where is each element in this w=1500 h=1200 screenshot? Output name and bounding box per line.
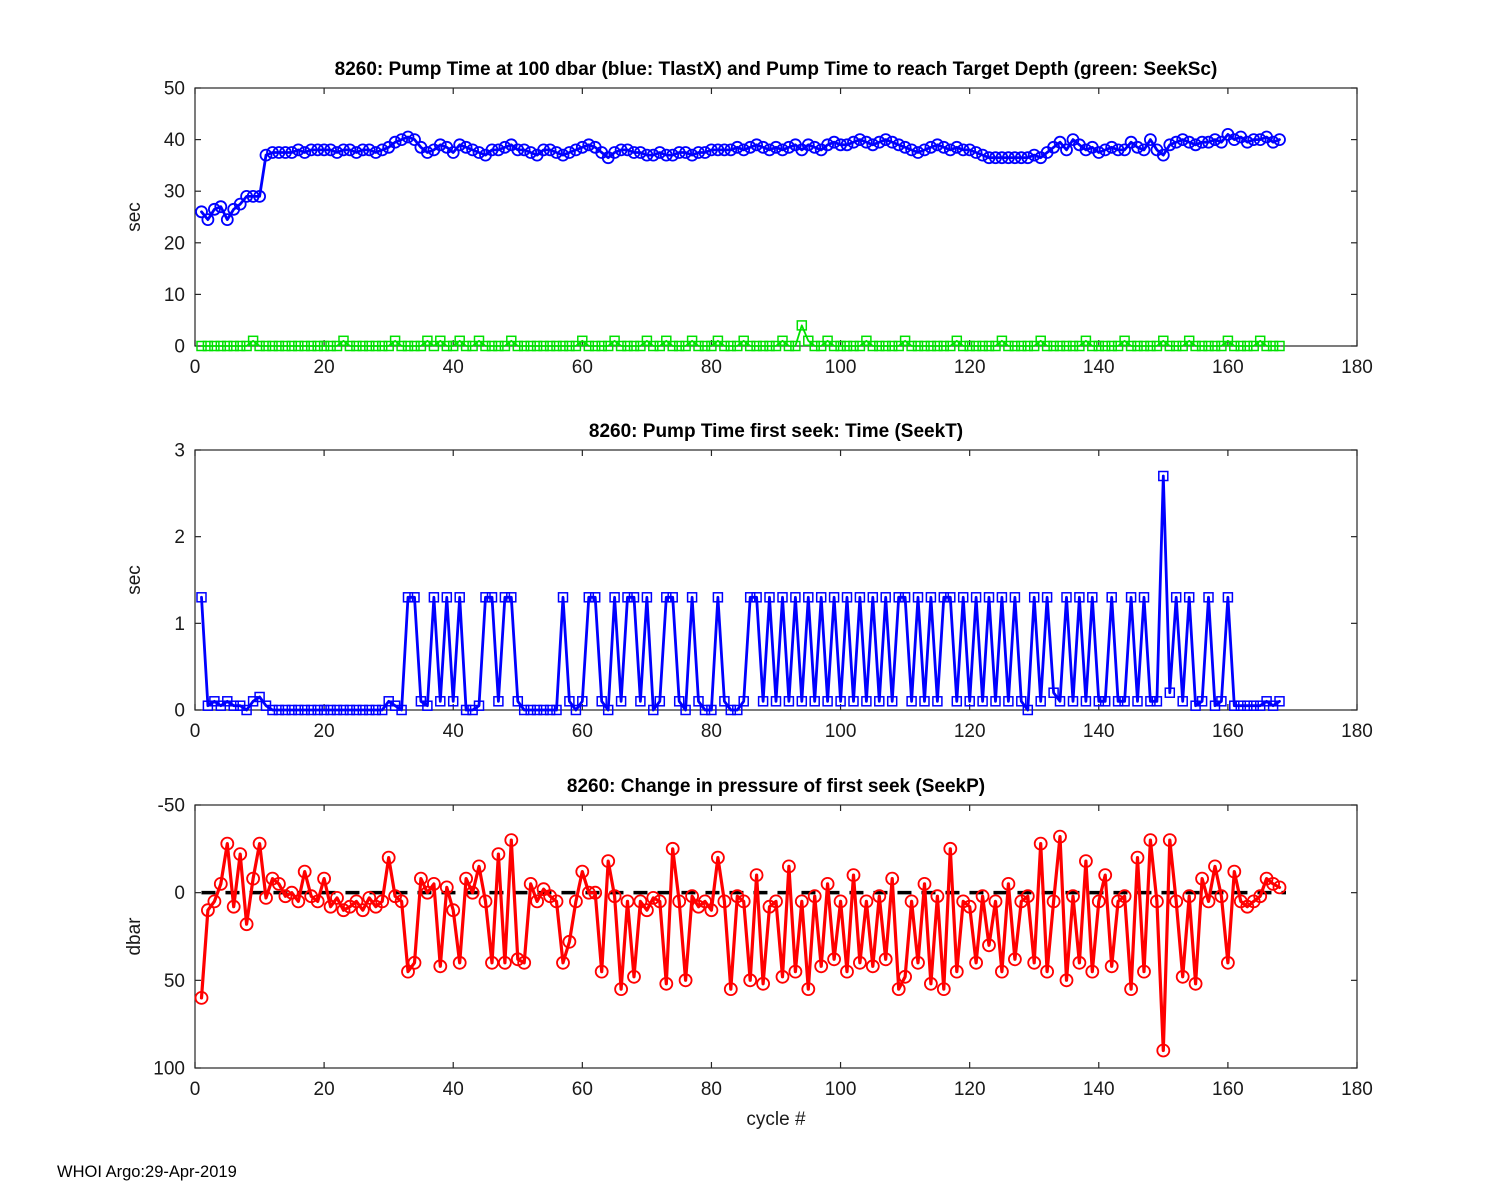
svg-text:120: 120 [954, 1079, 986, 1100]
svg-text:20: 20 [164, 233, 185, 254]
svg-text:0: 0 [174, 883, 185, 904]
svg-text:40: 40 [443, 721, 464, 742]
svg-text:0: 0 [190, 357, 201, 378]
svg-text:160: 160 [1212, 1079, 1244, 1100]
svg-text:80: 80 [701, 357, 722, 378]
svg-text:140: 140 [1083, 357, 1115, 378]
svg-text:10: 10 [164, 285, 185, 306]
svg-text:160: 160 [1212, 357, 1244, 378]
svg-text:sec: sec [124, 565, 145, 595]
svg-text:20: 20 [314, 721, 335, 742]
svg-text:40: 40 [164, 130, 185, 151]
seek-pressure-chart: 0 20 40 60 80 100 120 140 160 180 -50 0 50 100 8260: C… [124, 776, 1373, 1130]
svg-text:20: 20 [314, 1079, 335, 1100]
svg-text:sec: sec [124, 202, 145, 232]
svg-text:50: 50 [164, 79, 185, 100]
svg-text:140: 140 [1083, 721, 1115, 742]
svg-text:dbar: dbar [124, 917, 145, 956]
figure-footer-label: WHOI Argo:29-Apr-2019 [57, 1163, 237, 1181]
svg-text:8260: Change in pressure of fi: 8260: Change in pressure of first seek (… [567, 776, 985, 797]
svg-text:50: 50 [164, 971, 185, 992]
svg-text:60: 60 [572, 1079, 593, 1100]
svg-text:120: 120 [954, 357, 986, 378]
svg-text:-50: -50 [158, 796, 185, 817]
svg-text:180: 180 [1341, 357, 1373, 378]
svg-text:180: 180 [1341, 1079, 1373, 1100]
svg-text:cycle #: cycle # [746, 1109, 806, 1130]
svg-text:140: 140 [1083, 1079, 1115, 1100]
svg-text:120: 120 [954, 721, 986, 742]
svg-text:40: 40 [443, 1079, 464, 1100]
svg-text:0: 0 [174, 701, 185, 722]
seek-time-chart: 0 20 40 60 80 100 120 140 160 180 0 1 2 3 8260: Pump T… [124, 421, 1373, 742]
svg-text:2: 2 [174, 527, 185, 548]
svg-text:8260: Pump Time at 100 dbar (: 8260: Pump Time at 100 dbar (blue: Tlast… [335, 59, 1218, 80]
svg-text:0: 0 [190, 1079, 201, 1100]
svg-text:30: 30 [164, 182, 185, 203]
svg-text:100: 100 [825, 1079, 857, 1100]
svg-text:40: 40 [443, 357, 464, 378]
svg-text:80: 80 [701, 1079, 722, 1100]
svg-text:8260: Pump Time first seek: Ti: 8260: Pump Time first seek: Time (SeekT) [589, 421, 963, 442]
pump-time-chart: 0 20 40 60 80 100 120 140 160 180 0 10 20 30 40 50 8260:… [124, 59, 1373, 378]
svg-text:60: 60 [572, 721, 593, 742]
svg-text:0: 0 [190, 721, 201, 742]
svg-text:1: 1 [174, 614, 185, 635]
svg-text:100: 100 [825, 357, 857, 378]
svg-text:100: 100 [153, 1059, 185, 1080]
svg-text:3: 3 [174, 441, 185, 462]
svg-text:160: 160 [1212, 721, 1244, 742]
svg-text:0: 0 [174, 337, 185, 358]
svg-text:80: 80 [701, 721, 722, 742]
svg-text:100: 100 [825, 721, 857, 742]
svg-text:20: 20 [314, 357, 335, 378]
svg-text:180: 180 [1341, 721, 1373, 742]
svg-text:60: 60 [572, 357, 593, 378]
